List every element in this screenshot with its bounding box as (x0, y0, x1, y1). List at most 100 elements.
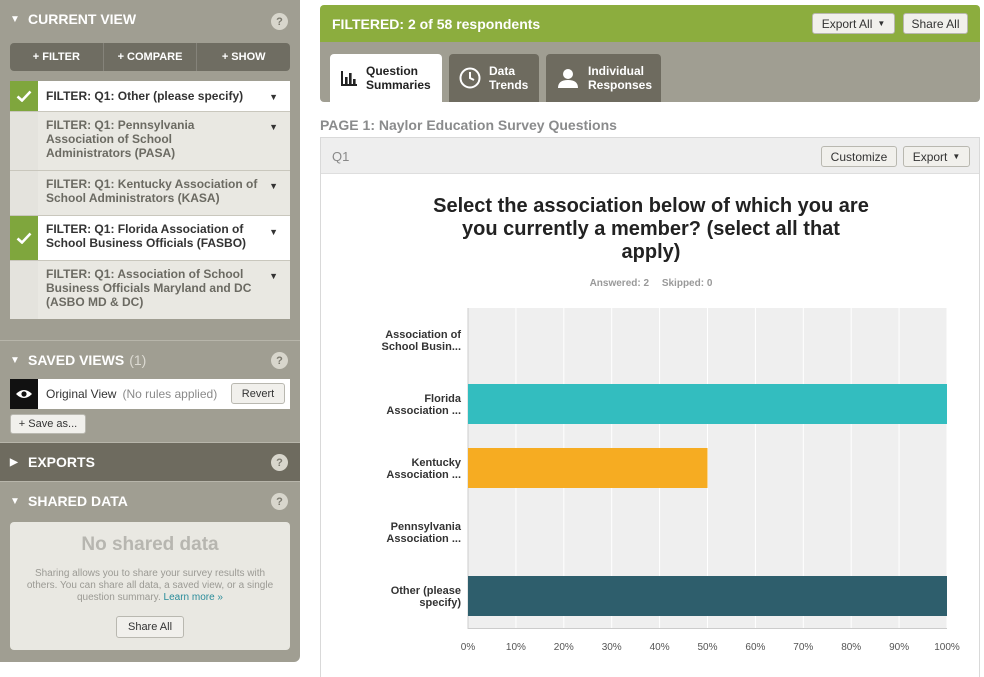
help-icon[interactable]: ? (271, 352, 288, 369)
chevron-down-icon[interactable]: ▼ (269, 227, 278, 237)
filter-rule-other[interactable]: FILTER: Q1: Other (please specify) ▼ (10, 81, 290, 112)
tab-label-line2: Trends (489, 78, 529, 92)
tab-label: Question Summaries (366, 64, 431, 92)
view-button-bar: + FILTER + COMPARE + SHOW (10, 43, 290, 71)
page-title: PAGE 1: Naylor Education Survey Question… (320, 117, 617, 133)
export-label: Export (912, 149, 948, 164)
category-label: Association ... (386, 469, 461, 481)
filter-label: FILTER: Q1: Other (please specify) (38, 81, 290, 111)
skipped-count: Skipped: 0 (661, 278, 713, 289)
help-icon[interactable]: ? (271, 13, 288, 30)
current-view-title: CURRENT VIEW (28, 11, 137, 27)
x-tick-label: 0% (461, 642, 476, 653)
collapse-triangle-icon: ▼ (10, 495, 20, 507)
tab-label-line1: Data (489, 64, 516, 78)
saved-view-row[interactable]: Original View (No rules applied) Revert (10, 379, 290, 409)
question-panel: Q1 Customize Export ▼ Select the associa… (320, 137, 980, 677)
category-label: Florida (424, 393, 462, 405)
add-compare-button[interactable]: + COMPARE (104, 43, 198, 71)
tab-label-line2: Summaries (366, 78, 431, 92)
check-icon[interactable] (10, 216, 38, 260)
filter-label: FILTER: Q1: Kentucky Association of Scho… (38, 171, 290, 215)
tab-label-line1: Question (366, 64, 419, 78)
chevron-down-icon[interactable]: ▼ (269, 122, 278, 132)
bar[interactable] (468, 448, 708, 488)
learn-more-link[interactable]: Learn more » (163, 592, 223, 603)
x-tick-label: 40% (650, 642, 670, 653)
tab-individual-responses[interactable]: Individual Responses (546, 54, 661, 102)
eye-icon (10, 379, 38, 409)
category-label: Other (please (391, 585, 461, 597)
no-shared-data-title: No shared data (81, 534, 219, 555)
category-label: Association ... (386, 533, 461, 545)
x-tick-label: 30% (602, 642, 622, 653)
export-all-label: Export All (821, 16, 873, 31)
bar[interactable] (468, 576, 947, 616)
filter-label: FILTER: Q1: Florida Association of Schoo… (38, 216, 290, 260)
tab-label-line2: Responses (588, 78, 653, 92)
section-divider (0, 340, 300, 341)
saved-views-header[interactable]: ▼ SAVED VIEWS (1) ? (0, 341, 300, 379)
chevron-down-icon[interactable]: ▼ (269, 92, 278, 102)
category-label: Kentucky (411, 457, 461, 469)
bar-chart-icon (341, 71, 357, 86)
filter-label: FILTER: Q1: Association of School Busine… (38, 261, 290, 319)
filter-list: FILTER: Q1: Other (please specify) ▼ FIL… (10, 81, 290, 319)
x-tick-label: 90% (889, 642, 909, 653)
x-tick-label: 50% (697, 642, 717, 653)
category-label: Pennsylvania (391, 521, 462, 533)
x-tick-label: 80% (841, 642, 861, 653)
revert-button[interactable]: Revert (231, 383, 285, 404)
tab-label: Data Trends (489, 64, 528, 92)
filter-rule-pasa[interactable]: FILTER: Q1: Pennsylvania Association of … (10, 112, 290, 171)
filter-rule-kasa[interactable]: FILTER: Q1: Kentucky Association of Scho… (10, 171, 290, 216)
check-placeholder[interactable] (10, 171, 38, 215)
export-button[interactable]: Export ▼ (903, 146, 970, 167)
help-icon[interactable]: ? (271, 493, 288, 510)
question-number: Q1 (332, 149, 350, 164)
current-view-header[interactable]: ▼ CURRENT VIEW ? (0, 0, 300, 38)
tab-bar: Question Summaries Data Trends Individua… (320, 42, 980, 102)
check-placeholder[interactable] (10, 112, 38, 170)
question-header: Q1 Customize Export ▼ (321, 138, 979, 174)
export-all-button[interactable]: Export All ▼ (812, 13, 895, 34)
filter-rule-asbo[interactable]: FILTER: Q1: Association of School Busine… (10, 261, 290, 319)
bar[interactable] (468, 384, 947, 424)
add-filter-button[interactable]: + FILTER (10, 43, 104, 71)
person-icon (558, 69, 578, 88)
section-divider (0, 442, 300, 443)
tab-question-summaries[interactable]: Question Summaries (330, 54, 442, 102)
category-label: specify) (419, 597, 461, 609)
question-stats: Answered: 2 Skipped: 0 (321, 278, 981, 289)
expand-triangle-icon: ▶ (10, 456, 18, 468)
collapse-triangle-icon: ▼ (10, 13, 20, 25)
add-show-button[interactable]: + SHOW (221, 51, 266, 63)
category-label: Association ... (386, 405, 461, 417)
customize-button[interactable]: Customize (821, 146, 897, 167)
exports-title: EXPORTS (28, 454, 95, 470)
share-all-button[interactable]: Share All (903, 13, 968, 34)
chevron-down-icon: ▼ (877, 19, 886, 28)
help-icon[interactable]: ? (271, 454, 288, 471)
shared-data-header[interactable]: ▼ SHARED DATA ? (0, 482, 300, 520)
chevron-down-icon[interactable]: ▼ (269, 181, 278, 191)
check-icon[interactable] (10, 81, 38, 111)
chevron-down-icon[interactable]: ▼ (269, 271, 278, 281)
saved-view-rule: (No rules applied) (122, 387, 218, 401)
filtered-count: FILTERED: 2 of 58 respondents (332, 15, 541, 32)
question-title-wrap: Select the association below of which yo… (321, 195, 981, 264)
check-placeholder[interactable] (10, 261, 38, 319)
category-label: School Busin... (382, 341, 461, 353)
category-label: Association of (385, 329, 461, 341)
tab-data-trends[interactable]: Data Trends (449, 54, 539, 102)
filter-rule-fasbo[interactable]: FILTER: Q1: Florida Association of Schoo… (10, 216, 290, 261)
shared-data-title: SHARED DATA (28, 493, 128, 509)
share-all-sidebar-button[interactable]: Share All (116, 616, 184, 638)
clock-icon (459, 67, 481, 89)
collapse-triangle-icon: ▼ (10, 354, 20, 366)
shared-data-text: Sharing allows you to share your survey … (26, 568, 274, 603)
exports-header[interactable]: ▶ EXPORTS ? (0, 443, 300, 481)
saved-views-count: (1) (129, 352, 147, 368)
x-tick-label: 60% (745, 642, 765, 653)
save-as-button[interactable]: + Save as... (10, 414, 86, 434)
